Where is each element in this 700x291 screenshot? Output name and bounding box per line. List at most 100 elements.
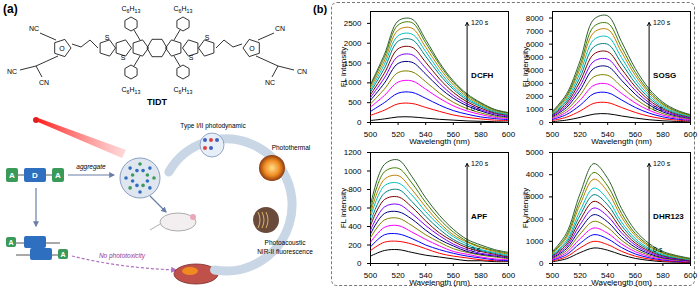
svg-text:S: S xyxy=(121,54,126,61)
svg-text:A: A xyxy=(60,251,65,258)
svg-text:600: 600 xyxy=(684,271,698,280)
svg-text:S: S xyxy=(105,34,110,41)
svg-text:600: 600 xyxy=(348,204,362,213)
svg-text:A: A xyxy=(55,171,61,180)
svg-text:500: 500 xyxy=(364,271,378,280)
svg-text:120 s: 120 s xyxy=(653,19,671,26)
svg-text:O: O xyxy=(249,45,255,52)
svg-text:Wavelength (nm): Wavelength (nm) xyxy=(409,278,470,287)
svg-text:Wavelength (nm): Wavelength (nm) xyxy=(591,278,652,287)
svg-text:560: 560 xyxy=(446,130,460,140)
svg-text:500: 500 xyxy=(546,130,560,139)
svg-text:520: 520 xyxy=(391,130,405,139)
svg-text:FL intensity: FL intensity xyxy=(339,47,348,88)
svg-text:0 s: 0 s xyxy=(471,105,481,112)
svg-text:2000: 2000 xyxy=(526,92,544,101)
svg-text:1000: 1000 xyxy=(344,167,362,176)
svg-text:4000: 4000 xyxy=(526,170,544,179)
svg-text:600: 600 xyxy=(502,130,516,139)
svg-text:1500: 1500 xyxy=(343,58,362,68)
svg-text:0 s: 0 s xyxy=(653,246,663,253)
svg-text:520: 520 xyxy=(573,130,587,139)
svg-text:400: 400 xyxy=(348,222,362,231)
svg-text:0 s: 0 s xyxy=(653,105,663,112)
svg-text:7000: 7000 xyxy=(526,27,544,36)
svg-text:500: 500 xyxy=(546,271,560,280)
svg-text:500: 500 xyxy=(364,130,378,139)
svg-text:2000: 2000 xyxy=(344,39,362,48)
svg-text:NC: NC xyxy=(29,25,39,32)
svg-text:540: 540 xyxy=(601,130,615,140)
svg-text:FL intensity: FL intensity xyxy=(521,47,530,88)
svg-text:(b): (b) xyxy=(313,3,327,15)
svg-text:S: S xyxy=(189,54,194,61)
svg-text:6000: 6000 xyxy=(525,39,544,49)
svg-text:1200: 1200 xyxy=(344,148,362,157)
svg-text:120 s: 120 s xyxy=(471,19,489,26)
svg-text:1000: 1000 xyxy=(526,105,544,114)
svg-text:580: 580 xyxy=(656,271,670,280)
svg-text:No phototoxicity: No phototoxicity xyxy=(99,252,146,260)
svg-text:Photothermal: Photothermal xyxy=(272,144,311,151)
svg-text:520: 520 xyxy=(391,271,405,280)
svg-text:S: S xyxy=(205,34,210,41)
svg-text:580: 580 xyxy=(474,130,488,139)
svg-text:500: 500 xyxy=(348,98,362,107)
svg-text:120 s: 120 s xyxy=(653,160,671,167)
svg-text:5000: 5000 xyxy=(525,52,544,62)
svg-text:Wavelength (nm): Wavelength (nm) xyxy=(591,137,652,146)
svg-text:C6H13: C6H13 xyxy=(122,5,141,14)
svg-text:0: 0 xyxy=(539,118,544,127)
svg-text:0: 0 xyxy=(539,259,544,268)
svg-text:Wavelength (nm): Wavelength (nm) xyxy=(409,137,470,146)
svg-text:520: 520 xyxy=(573,271,587,280)
svg-text:C6H13: C6H13 xyxy=(122,86,141,95)
svg-text:3000: 3000 xyxy=(525,192,544,202)
svg-text:0 s: 0 s xyxy=(471,246,481,253)
svg-text:600: 600 xyxy=(684,130,698,139)
svg-text:DHR123: DHR123 xyxy=(653,212,684,221)
svg-text:C6H13: C6H13 xyxy=(174,86,193,95)
svg-text:120 s: 120 s xyxy=(471,160,489,167)
svg-text:CN: CN xyxy=(275,25,285,32)
svg-text:FL intensity: FL intensity xyxy=(521,188,530,229)
svg-text:A: A xyxy=(9,171,15,180)
svg-text:SOSG: SOSG xyxy=(653,71,676,80)
svg-text:800: 800 xyxy=(348,185,362,194)
svg-text:(a): (a) xyxy=(3,2,18,16)
svg-text:540: 540 xyxy=(419,130,433,140)
svg-text:200: 200 xyxy=(348,241,362,250)
svg-text:APF: APF xyxy=(471,212,487,221)
svg-text:0: 0 xyxy=(357,118,362,127)
svg-text:CN: CN xyxy=(297,68,307,75)
svg-text:580: 580 xyxy=(474,271,488,280)
svg-text:FL intensity: FL intensity xyxy=(339,188,348,229)
svg-text:Type I/II photodynamic: Type I/II photodynamic xyxy=(180,122,246,130)
svg-text:C6H13: C6H13 xyxy=(174,5,193,14)
svg-text:0: 0 xyxy=(357,259,362,268)
svg-text:540: 540 xyxy=(419,271,433,281)
svg-text:TIDT: TIDT xyxy=(147,97,167,107)
svg-text:8000: 8000 xyxy=(526,14,544,23)
svg-text:CN: CN xyxy=(39,79,49,86)
svg-text:560: 560 xyxy=(446,271,460,281)
svg-text:3000: 3000 xyxy=(525,78,544,88)
svg-text:600: 600 xyxy=(502,271,516,280)
svg-text:D: D xyxy=(32,171,38,180)
svg-text:560: 560 xyxy=(628,130,642,140)
svg-text:NC: NC xyxy=(265,79,275,86)
svg-text:5000: 5000 xyxy=(526,148,544,157)
svg-text:NIR-II fluorescence: NIR-II fluorescence xyxy=(257,248,313,255)
svg-text:A: A xyxy=(8,239,13,246)
svg-text:1000: 1000 xyxy=(526,237,544,246)
svg-text:2000: 2000 xyxy=(525,214,544,224)
svg-text:O: O xyxy=(59,45,65,52)
svg-text:DCFH: DCFH xyxy=(471,71,493,80)
svg-text:Photoacoustic: Photoacoustic xyxy=(265,239,307,246)
svg-text:4000: 4000 xyxy=(525,65,544,75)
svg-text:NC: NC xyxy=(7,68,17,75)
svg-text:580: 580 xyxy=(656,130,670,139)
svg-text:1000: 1000 xyxy=(343,78,362,88)
svg-text:2500: 2500 xyxy=(344,19,362,28)
svg-text:aggregate: aggregate xyxy=(76,163,106,171)
